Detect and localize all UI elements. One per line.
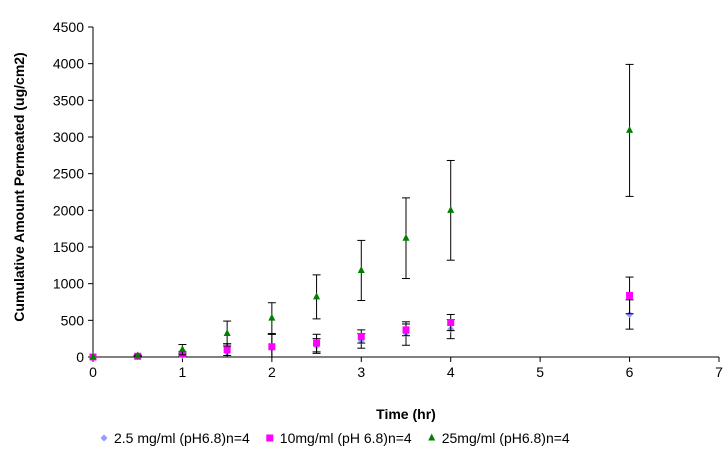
y-tick-label: 3000 xyxy=(53,129,84,145)
data-point xyxy=(134,351,142,359)
x-tick-label: 0 xyxy=(89,364,97,380)
data-point xyxy=(178,345,186,353)
data-point xyxy=(223,329,231,337)
y-tick-label: 2500 xyxy=(53,166,84,182)
legend-item-1: 2.5 mg/ml (pH6.8)n=4 xyxy=(100,430,250,446)
legend-label: 10mg/ml (pH 6.8)n=4 xyxy=(280,430,412,446)
data-point xyxy=(313,292,321,300)
legend-label: 2.5 mg/ml (pH6.8)n=4 xyxy=(114,430,250,446)
data-point xyxy=(447,205,455,213)
y-tick-label: 0 xyxy=(76,349,84,365)
y-tick-label: 1500 xyxy=(53,239,84,255)
series-layer xyxy=(89,63,634,361)
series-3 xyxy=(89,63,634,360)
y-tick-label: 4500 xyxy=(53,19,84,35)
data-point xyxy=(402,233,410,241)
data-point xyxy=(223,346,231,354)
y-tick-label: 2000 xyxy=(53,202,84,218)
data-point xyxy=(357,332,365,340)
legend-label: 25mg/ml (pH6.8)n=4 xyxy=(442,430,570,446)
legend-item-2: 10mg/ml (pH 6.8)n=4 xyxy=(266,430,412,446)
legend-item-3: 25mg/ml (pH6.8)n=4 xyxy=(428,430,570,446)
x-tick-label: 6 xyxy=(626,364,634,380)
x-tick-label: 5 xyxy=(536,364,544,380)
data-point xyxy=(626,291,634,299)
data-point xyxy=(626,310,634,318)
data-point xyxy=(268,313,276,321)
legend-marker xyxy=(428,433,436,441)
x-axis-title: Time (hr) xyxy=(376,406,436,422)
y-tick-label: 3500 xyxy=(53,92,84,108)
legend: 2.5 mg/ml (pH6.8)n=4 10mg/ml (pH 6.8)n=4 2… xyxy=(100,430,570,446)
y-tick-label: 1000 xyxy=(53,276,84,292)
y-axis-title: Cumulative Amount Permeated (ug/cm2) xyxy=(11,52,27,321)
y-tick-label: 500 xyxy=(61,312,85,328)
data-point xyxy=(357,265,365,273)
data-point xyxy=(313,339,321,347)
x-tick-label: 7 xyxy=(715,364,723,380)
x-tick-label: 1 xyxy=(179,364,187,380)
legend-marker xyxy=(266,434,274,442)
x-tick-label: 3 xyxy=(357,364,365,380)
y-axis: 0 500 1000 1500 2000 2500 3000 3500 4000 4500 xyxy=(53,19,94,365)
x-tick-label: 4 xyxy=(447,364,455,380)
y-tick-label: 4000 xyxy=(53,56,84,72)
data-point xyxy=(402,326,410,334)
x-axis: 0 1 2 3 4 5 6 7 xyxy=(89,356,723,380)
data-point xyxy=(626,125,634,133)
data-point xyxy=(89,352,97,360)
data-point xyxy=(447,319,455,327)
legend-marker xyxy=(100,434,108,442)
x-tick-label: 2 xyxy=(268,364,276,380)
data-point xyxy=(268,343,276,351)
